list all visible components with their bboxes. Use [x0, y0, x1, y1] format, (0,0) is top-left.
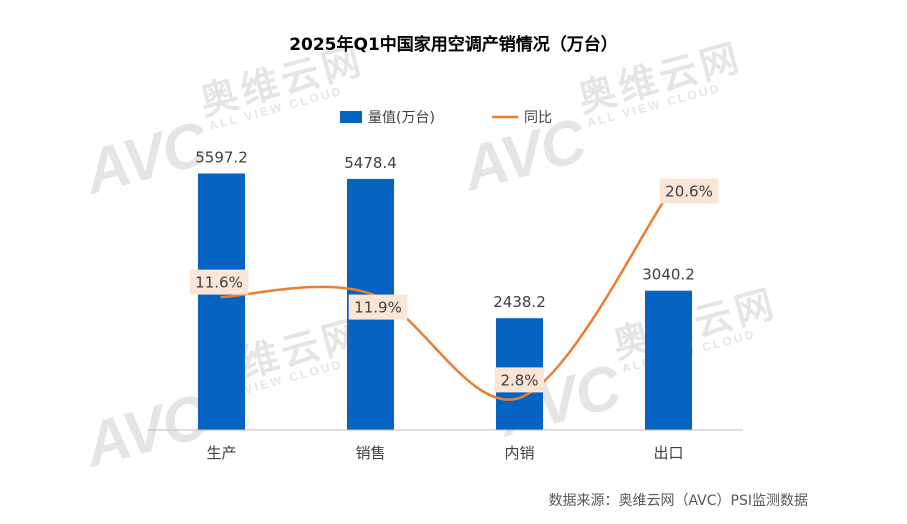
yoy-label-box [494, 367, 544, 393]
legend-label-line: 同比 [524, 110, 552, 126]
bar-value-label-export: 3040.2 [642, 266, 695, 284]
legend-label-bar: 量值(万台) [368, 110, 435, 126]
x-tick-labels: 生产 销售 内销 出口 [206, 444, 683, 462]
bar-export [645, 290, 692, 430]
yoy-point-production [219, 294, 225, 300]
yoy-label-text: 11.9% [354, 299, 402, 317]
source-note: 数据来源：奥维云网（AVC）PSI监测数据 [549, 492, 809, 509]
x-tick-label-domestic-sales: 内销 [504, 444, 534, 462]
yoy-label-text: 20.6% [665, 183, 713, 201]
yoy-labels: 11.6% 11.9% 2.8% 20.6% [189, 178, 719, 393]
yoy-points [219, 191, 672, 401]
yoy-label-sales: 11.9% [348, 294, 408, 320]
yoy-series-line [220, 192, 670, 401]
yoy-label-box [659, 178, 719, 204]
yoy-label-domestic-sales: 2.8% [494, 367, 544, 393]
bar-value-label-domestic-sales: 2438.2 [493, 293, 546, 311]
yoy-label-production: 11.6% [189, 269, 249, 295]
x-tick-label-export: 出口 [653, 444, 683, 462]
bar-value-label-sales: 5478.4 [344, 154, 397, 172]
yoy-label-text: 2.8% [500, 371, 538, 389]
yoy-label-export: 20.6% [659, 178, 719, 204]
bar-value-label-production: 5597.2 [195, 149, 248, 167]
x-tick-label-sales: 销售 [355, 444, 385, 462]
chart-title: 2025年Q1中国家用空调产销情况（万台） [289, 34, 618, 55]
bar-production [198, 173, 245, 430]
yoy-label-box [189, 269, 249, 295]
legend-swatch-bar [340, 111, 362, 123]
bar-series [198, 173, 692, 430]
yoy-label-text: 11.6% [195, 274, 243, 292]
yoy-point-domestic-sales [517, 395, 523, 401]
legend: 量值(万台) 同比 [340, 110, 552, 126]
bar-value-labels: 5597.2 5478.4 2438.2 3040.2 [195, 149, 695, 312]
x-tick-label-production: 生产 [206, 444, 236, 462]
yoy-label-box [348, 294, 408, 320]
